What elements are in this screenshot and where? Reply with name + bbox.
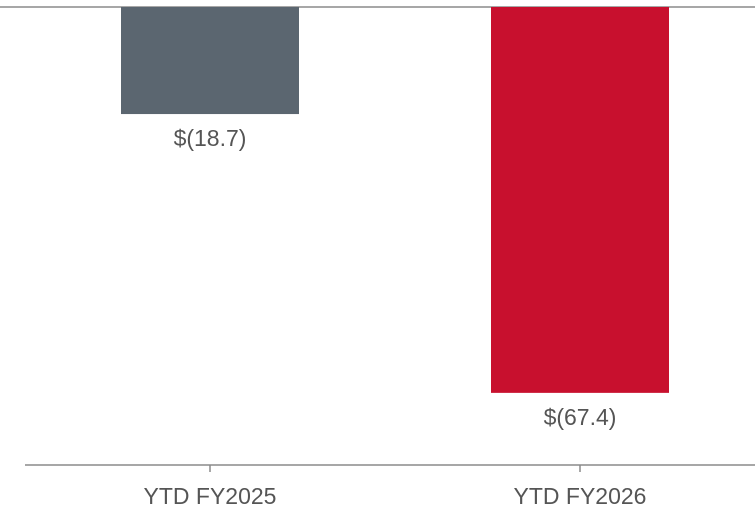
x-tick-label: YTD FY2025 — [144, 483, 277, 509]
value-label: $(67.4) — [544, 404, 617, 430]
bar — [121, 7, 299, 115]
x-tick-label: YTD FY2026 — [514, 483, 647, 509]
value-label: $(18.7) — [174, 125, 247, 151]
bar — [491, 7, 669, 393]
